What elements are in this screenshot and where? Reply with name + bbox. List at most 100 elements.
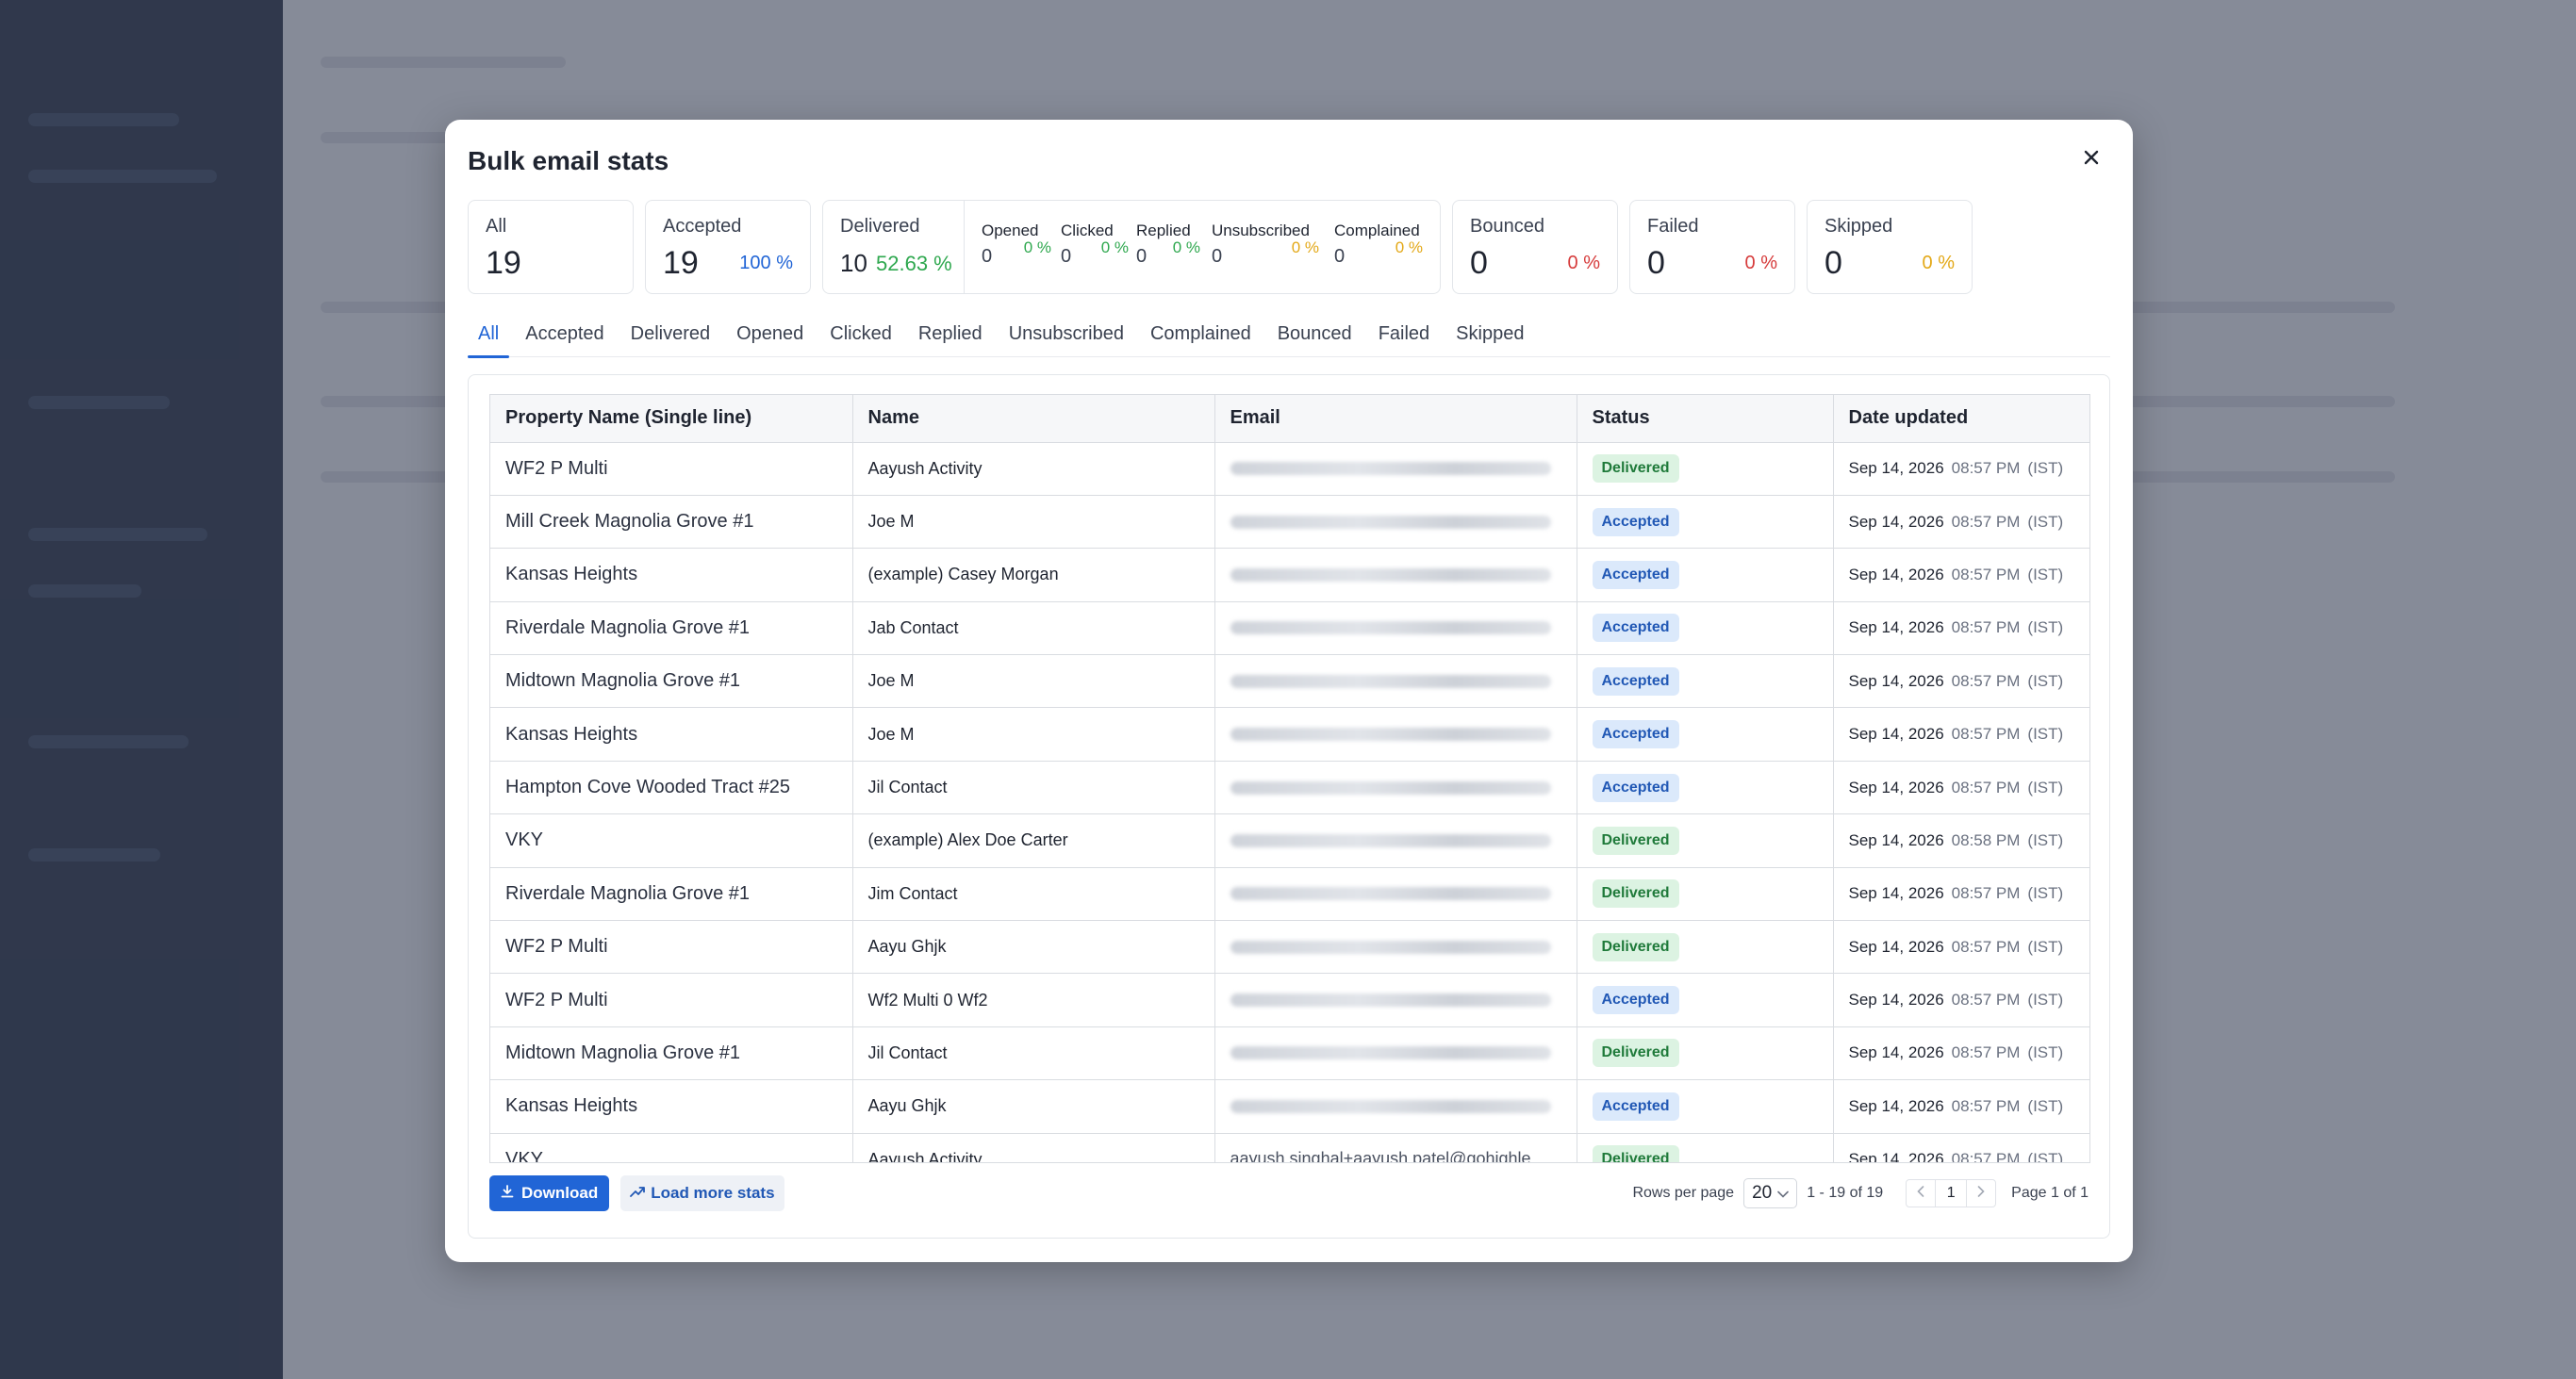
table-row[interactable]: Riverdale Magnolia Grove #1 Jim Contact … bbox=[490, 867, 2089, 922]
time-text: 08:57 PM bbox=[1951, 565, 2021, 583]
table-row[interactable]: Midtown Magnolia Grove #1 Joe M Accepted… bbox=[490, 654, 2089, 709]
previous-page-button[interactable] bbox=[1907, 1180, 1935, 1207]
email-redacted bbox=[1230, 621, 1551, 635]
cell-property: Kansas Heights bbox=[490, 707, 853, 762]
status-badge: Accepted bbox=[1592, 773, 1679, 802]
stat-percentage: 52.63 % bbox=[876, 252, 952, 275]
stats-row: All 19 Accepted 19 100 % Delivered 10 52… bbox=[468, 200, 1973, 294]
sub-stat-value: 0 bbox=[982, 246, 993, 267]
stat-percentage: 0 % bbox=[1567, 253, 1600, 273]
cell-date: Sep 14, 2026 08:57 PM (IST) bbox=[1833, 1026, 2089, 1081]
next-page-button[interactable] bbox=[1967, 1180, 1995, 1207]
table-row[interactable]: WF2 P Multi Aayu Ghjk Delivered Sep 14, … bbox=[490, 920, 2089, 975]
close-button[interactable] bbox=[2072, 140, 2110, 178]
table-row[interactable]: WF2 P Multi Wf2 Multi 0 Wf2 Accepted Sep… bbox=[490, 973, 2089, 1027]
column-header-email[interactable]: Email bbox=[1214, 395, 1577, 443]
tab-replied[interactable]: Replied bbox=[917, 323, 983, 344]
status-badge: Accepted bbox=[1592, 560, 1679, 589]
column-header-property[interactable]: Property Name (Single line) bbox=[490, 395, 853, 443]
cell-status: Delivered bbox=[1577, 1133, 1834, 1162]
cell-property: Midtown Magnolia Grove #1 bbox=[490, 654, 853, 709]
status-badge: Accepted bbox=[1592, 1092, 1679, 1121]
column-header-date[interactable]: Date updated bbox=[1833, 395, 2089, 443]
cell-status: Delivered bbox=[1577, 442, 1834, 496]
tab-accepted[interactable]: Accepted bbox=[525, 323, 604, 344]
time-text: 08:57 PM bbox=[1951, 725, 2021, 744]
status-tabs: All Accepted Delivered Opened Clicked Re… bbox=[468, 318, 2110, 358]
timezone-text: (IST) bbox=[2027, 884, 2064, 903]
table-row[interactable]: Midtown Magnolia Grove #1 Jil Contact De… bbox=[490, 1026, 2089, 1081]
tab-failed[interactable]: Failed bbox=[1378, 323, 1430, 344]
sub-stat-replied: Replied 0 0 % bbox=[1136, 222, 1212, 278]
table-row[interactable]: VKY Aayush Activity aayush.singhal+aayus… bbox=[490, 1133, 2089, 1163]
rows-per-page-select[interactable]: 20 bbox=[1743, 1178, 1798, 1208]
stat-card-delivered[interactable]: Delivered 10 52.63 % Opened 0 0 % Clicke… bbox=[822, 200, 1441, 294]
time-text: 08:57 PM bbox=[1951, 937, 2021, 956]
table-row[interactable]: Riverdale Magnolia Grove #1 Jab Contact … bbox=[490, 601, 2089, 656]
stat-card-failed[interactable]: Failed 0 0 % bbox=[1629, 200, 1795, 294]
tab-all[interactable]: All bbox=[468, 318, 510, 358]
stat-percentage: 0 % bbox=[1922, 253, 1955, 273]
stat-label: Delivered bbox=[840, 216, 920, 237]
cell-name: Aayu Ghjk bbox=[852, 920, 1215, 975]
tab-delivered[interactable]: Delivered bbox=[630, 323, 711, 344]
stat-card-accepted[interactable]: Accepted 19 100 % bbox=[645, 200, 811, 294]
status-badge: Accepted bbox=[1592, 720, 1679, 749]
column-header-name[interactable]: Name bbox=[852, 395, 1215, 443]
email-redacted bbox=[1230, 887, 1551, 901]
tab-opened[interactable]: Opened bbox=[736, 323, 804, 344]
timezone-text: (IST) bbox=[2027, 565, 2064, 583]
cell-property: Kansas Heights bbox=[490, 548, 853, 602]
tab-unsubscribed[interactable]: Unsubscribed bbox=[1008, 323, 1124, 344]
email-redacted bbox=[1230, 780, 1551, 795]
table-row[interactable]: Mill Creek Magnolia Grove #1 Joe M Accep… bbox=[490, 495, 2089, 550]
stat-percentage: 100 % bbox=[739, 253, 793, 273]
close-icon bbox=[2082, 148, 2101, 172]
row-range: 1 - 19 of 19 bbox=[1807, 1185, 1884, 1201]
table-row[interactable]: WF2 P Multi Aayush Activity Delivered Se… bbox=[490, 442, 2089, 496]
tab-clicked[interactable]: Clicked bbox=[830, 323, 892, 344]
email-redacted bbox=[1230, 993, 1551, 1008]
timezone-text: (IST) bbox=[2027, 512, 2064, 531]
table-scroll-area[interactable]: Property Name (Single line) Name Email S… bbox=[489, 394, 2090, 1163]
column-header-status[interactable]: Status bbox=[1577, 395, 1834, 443]
stat-card-all[interactable]: All 19 bbox=[468, 200, 634, 294]
table-row[interactable]: Kansas Heights Aayu Ghjk Accepted Sep 14… bbox=[490, 1079, 2089, 1134]
load-more-stats-button[interactable]: Load more stats bbox=[620, 1175, 784, 1211]
sub-stat-percentage: 0 % bbox=[1023, 238, 1051, 256]
page-buttons: 1 bbox=[1906, 1179, 1997, 1207]
date-text: Sep 14, 2026 bbox=[1848, 725, 1944, 744]
cell-name: Joe M bbox=[852, 707, 1215, 762]
date-text: Sep 14, 2026 bbox=[1848, 618, 1944, 637]
download-button[interactable]: Download bbox=[489, 1175, 610, 1211]
table-row[interactable]: VKY (example) Alex Doe Carter Delivered … bbox=[490, 813, 2089, 868]
cell-property: Kansas Heights bbox=[490, 1079, 853, 1134]
stat-value: 0 bbox=[1825, 245, 1842, 281]
sub-stat-percentage: 0 % bbox=[1100, 238, 1129, 256]
stat-label: Skipped bbox=[1825, 216, 1893, 237]
tab-bounced[interactable]: Bounced bbox=[1277, 323, 1352, 344]
date-text: Sep 14, 2026 bbox=[1848, 1043, 1944, 1062]
tab-skipped[interactable]: Skipped bbox=[1456, 323, 1525, 344]
table-row[interactable]: Hampton Cove Wooded Tract #25 Jil Contac… bbox=[490, 761, 2089, 815]
stat-card-skipped[interactable]: Skipped 0 0 % bbox=[1807, 200, 1973, 294]
date-text: Sep 14, 2026 bbox=[1848, 459, 1944, 478]
cell-status: Accepted bbox=[1577, 761, 1834, 815]
email-redacted bbox=[1230, 515, 1551, 529]
modal-title: Bulk email stats bbox=[468, 146, 669, 175]
timezone-text: (IST) bbox=[2027, 991, 2064, 1010]
cell-status: Delivered bbox=[1577, 1026, 1834, 1081]
table-row[interactable]: Kansas Heights (example) Casey Morgan Ac… bbox=[490, 548, 2089, 602]
email-redacted bbox=[1230, 674, 1551, 688]
status-badge: Delivered bbox=[1592, 1145, 1679, 1162]
table-row[interactable]: Kansas Heights Joe M Accepted Sep 14, 20… bbox=[490, 707, 2089, 762]
tab-complained[interactable]: Complained bbox=[1149, 323, 1251, 344]
time-text: 08:57 PM bbox=[1951, 1150, 2021, 1163]
stat-card-bounced[interactable]: Bounced 0 0 % bbox=[1452, 200, 1618, 294]
sub-stat-label: Replied bbox=[1136, 222, 1191, 239]
table-footer: Download Load more stats Rows per page 2… bbox=[489, 1174, 2089, 1212]
chevron-left-icon bbox=[1917, 1185, 1924, 1202]
page-number-button[interactable]: 1 bbox=[1935, 1180, 1968, 1207]
email-redacted bbox=[1230, 1099, 1551, 1113]
email-redacted bbox=[1230, 940, 1551, 954]
